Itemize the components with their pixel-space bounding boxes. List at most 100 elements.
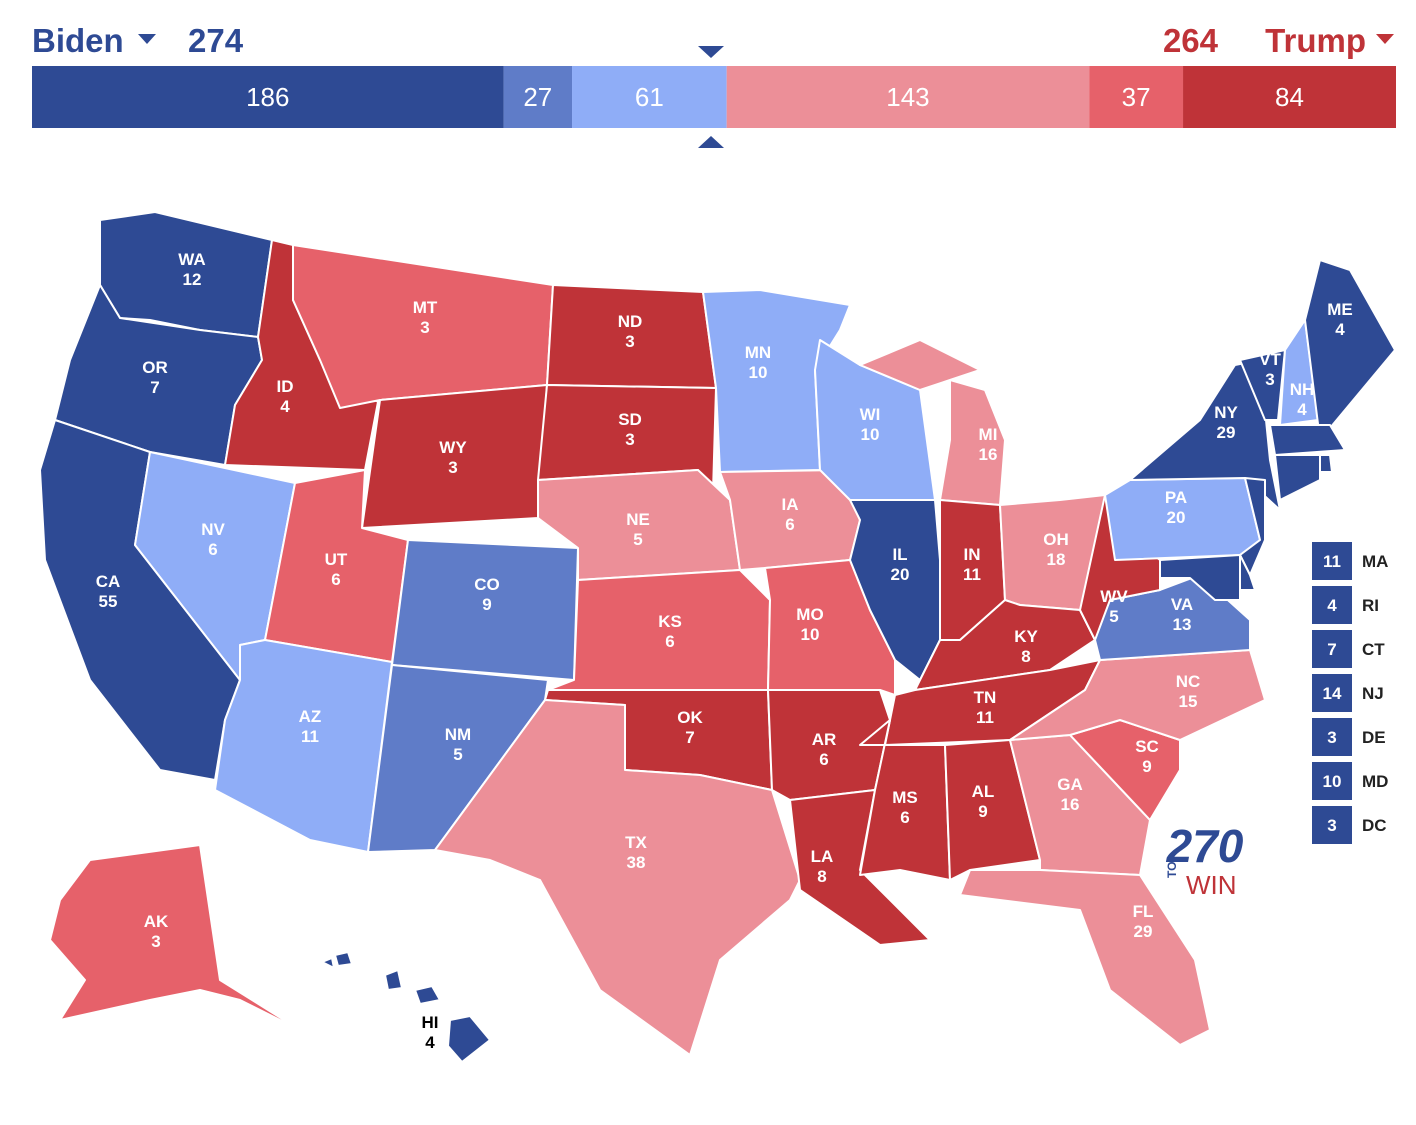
dropdown-arrow[interactable]: [138, 34, 156, 44]
state-abbr: CA: [96, 572, 121, 591]
state-abbr: MN: [745, 343, 771, 362]
state-abbr: MS: [892, 788, 918, 807]
midpoint-marker: [698, 136, 724, 148]
state-ev: 10: [801, 625, 820, 644]
state-ev: 10: [749, 363, 768, 382]
ev-count: 3: [1327, 816, 1336, 835]
state-abbr: TX: [625, 833, 647, 852]
ev-count: 14: [1323, 684, 1342, 703]
state-abbr: NV: [201, 520, 225, 539]
state-ev: 20: [1167, 508, 1186, 527]
state[interactable]: [1304, 259, 1396, 441]
state-abbr: ME: [1327, 300, 1353, 319]
ev-box: [1312, 718, 1352, 756]
state[interactable]: [434, 699, 801, 1056]
state-abbr: NC: [1176, 672, 1201, 691]
state-abbr: CT: [1362, 640, 1385, 659]
state[interactable]: [49, 844, 301, 1031]
bar-segment-label: 27: [523, 82, 552, 112]
state-ev: 6: [208, 540, 217, 559]
bar-segment-label: 37: [1122, 82, 1151, 112]
bar-segment-label: 143: [886, 82, 929, 112]
state-ev: 3: [420, 318, 429, 337]
bar-segment-label: 84: [1275, 82, 1304, 112]
state-abbr: CO: [474, 575, 500, 594]
state[interactable]: [1159, 554, 1241, 601]
state-ev: 11: [963, 565, 981, 584]
state-abbr: MA: [1362, 552, 1388, 571]
state-abbr: MD: [1362, 772, 1388, 791]
left-candidate[interactable]: Biden: [32, 22, 124, 59]
state-ev: 29: [1217, 423, 1236, 442]
state[interactable]: [1269, 424, 1346, 456]
state[interactable]: [321, 951, 491, 1063]
state[interactable]: [1319, 454, 1333, 473]
dropdown-arrow[interactable]: [1376, 34, 1394, 44]
ev-box: [1312, 542, 1352, 580]
ev-count: 4: [1327, 596, 1337, 615]
state-abbr: MI: [979, 425, 998, 444]
state-abbr: OR: [142, 358, 168, 377]
state[interactable]: [959, 869, 1211, 1046]
small-state-list: 11 MA 4 RI 7 CT 14 NJ 3 DE 10 MD 3 DC: [1312, 542, 1388, 844]
state-abbr: HI: [422, 1013, 439, 1032]
state-abbr: IN: [964, 545, 981, 564]
state[interactable]: [944, 739, 1041, 881]
state-abbr: NM: [445, 725, 471, 744]
state-ev: 18: [1047, 550, 1066, 569]
state-abbr: NY: [1214, 403, 1238, 422]
logo-win: WIN: [1186, 870, 1237, 900]
state[interactable]: [849, 499, 941, 681]
ev-box: [1312, 586, 1352, 624]
state-abbr: GA: [1057, 775, 1083, 794]
state-abbr: UT: [325, 550, 348, 569]
state[interactable]: [1274, 454, 1321, 501]
state-abbr: IL: [892, 545, 907, 564]
state-ev: 6: [900, 808, 909, 827]
state-ev: 4: [1335, 320, 1345, 339]
state-ev: 4: [425, 1033, 435, 1052]
state-abbr: KY: [1014, 627, 1038, 646]
state-abbr: DE: [1362, 728, 1386, 747]
state-abbr: OH: [1043, 530, 1069, 549]
state-abbr: IA: [782, 495, 799, 514]
state-abbr: PA: [1165, 488, 1187, 507]
state-abbr: NH: [1290, 380, 1315, 399]
state-ev: 11: [976, 708, 994, 727]
state[interactable]: [214, 639, 393, 853]
state-abbr: SC: [1135, 737, 1159, 756]
bar-segment: [1089, 66, 1184, 128]
state-ev: 5: [633, 530, 642, 549]
state-abbr: SD: [618, 410, 642, 429]
state-ev: 13: [1173, 615, 1192, 634]
bar-segment: [32, 66, 504, 128]
state-abbr: AR: [812, 730, 837, 749]
state-abbr: NE: [626, 510, 650, 529]
ev-count: 7: [1327, 640, 1336, 659]
ev-count: 3: [1327, 728, 1336, 747]
state-ev: 5: [1109, 607, 1118, 626]
bar-segment: [726, 66, 1090, 128]
state[interactable]: [1239, 349, 1286, 421]
state-ev: 15: [1179, 692, 1198, 711]
state-abbr: LA: [811, 847, 834, 866]
state-abbr: OK: [677, 708, 703, 727]
state-ev: 55: [99, 592, 118, 611]
state-ev: 3: [625, 332, 634, 351]
state-ev: 4: [1297, 400, 1307, 419]
ev-count: 10: [1323, 772, 1342, 791]
state-abbr: FL: [1133, 902, 1154, 921]
right-candidate[interactable]: Trump: [1265, 22, 1366, 59]
logo-to: TO: [1165, 862, 1179, 878]
logo-number: 270: [1166, 820, 1244, 872]
states: [39, 211, 1396, 1063]
state-abbr: TN: [974, 688, 997, 707]
state-abbr: MO: [796, 605, 823, 624]
state-ev: 10: [861, 425, 880, 444]
bar-segment: [503, 66, 573, 128]
state-ev: 12: [183, 270, 202, 289]
state-abbr: ND: [618, 312, 643, 331]
state-abbr: WA: [178, 250, 205, 269]
